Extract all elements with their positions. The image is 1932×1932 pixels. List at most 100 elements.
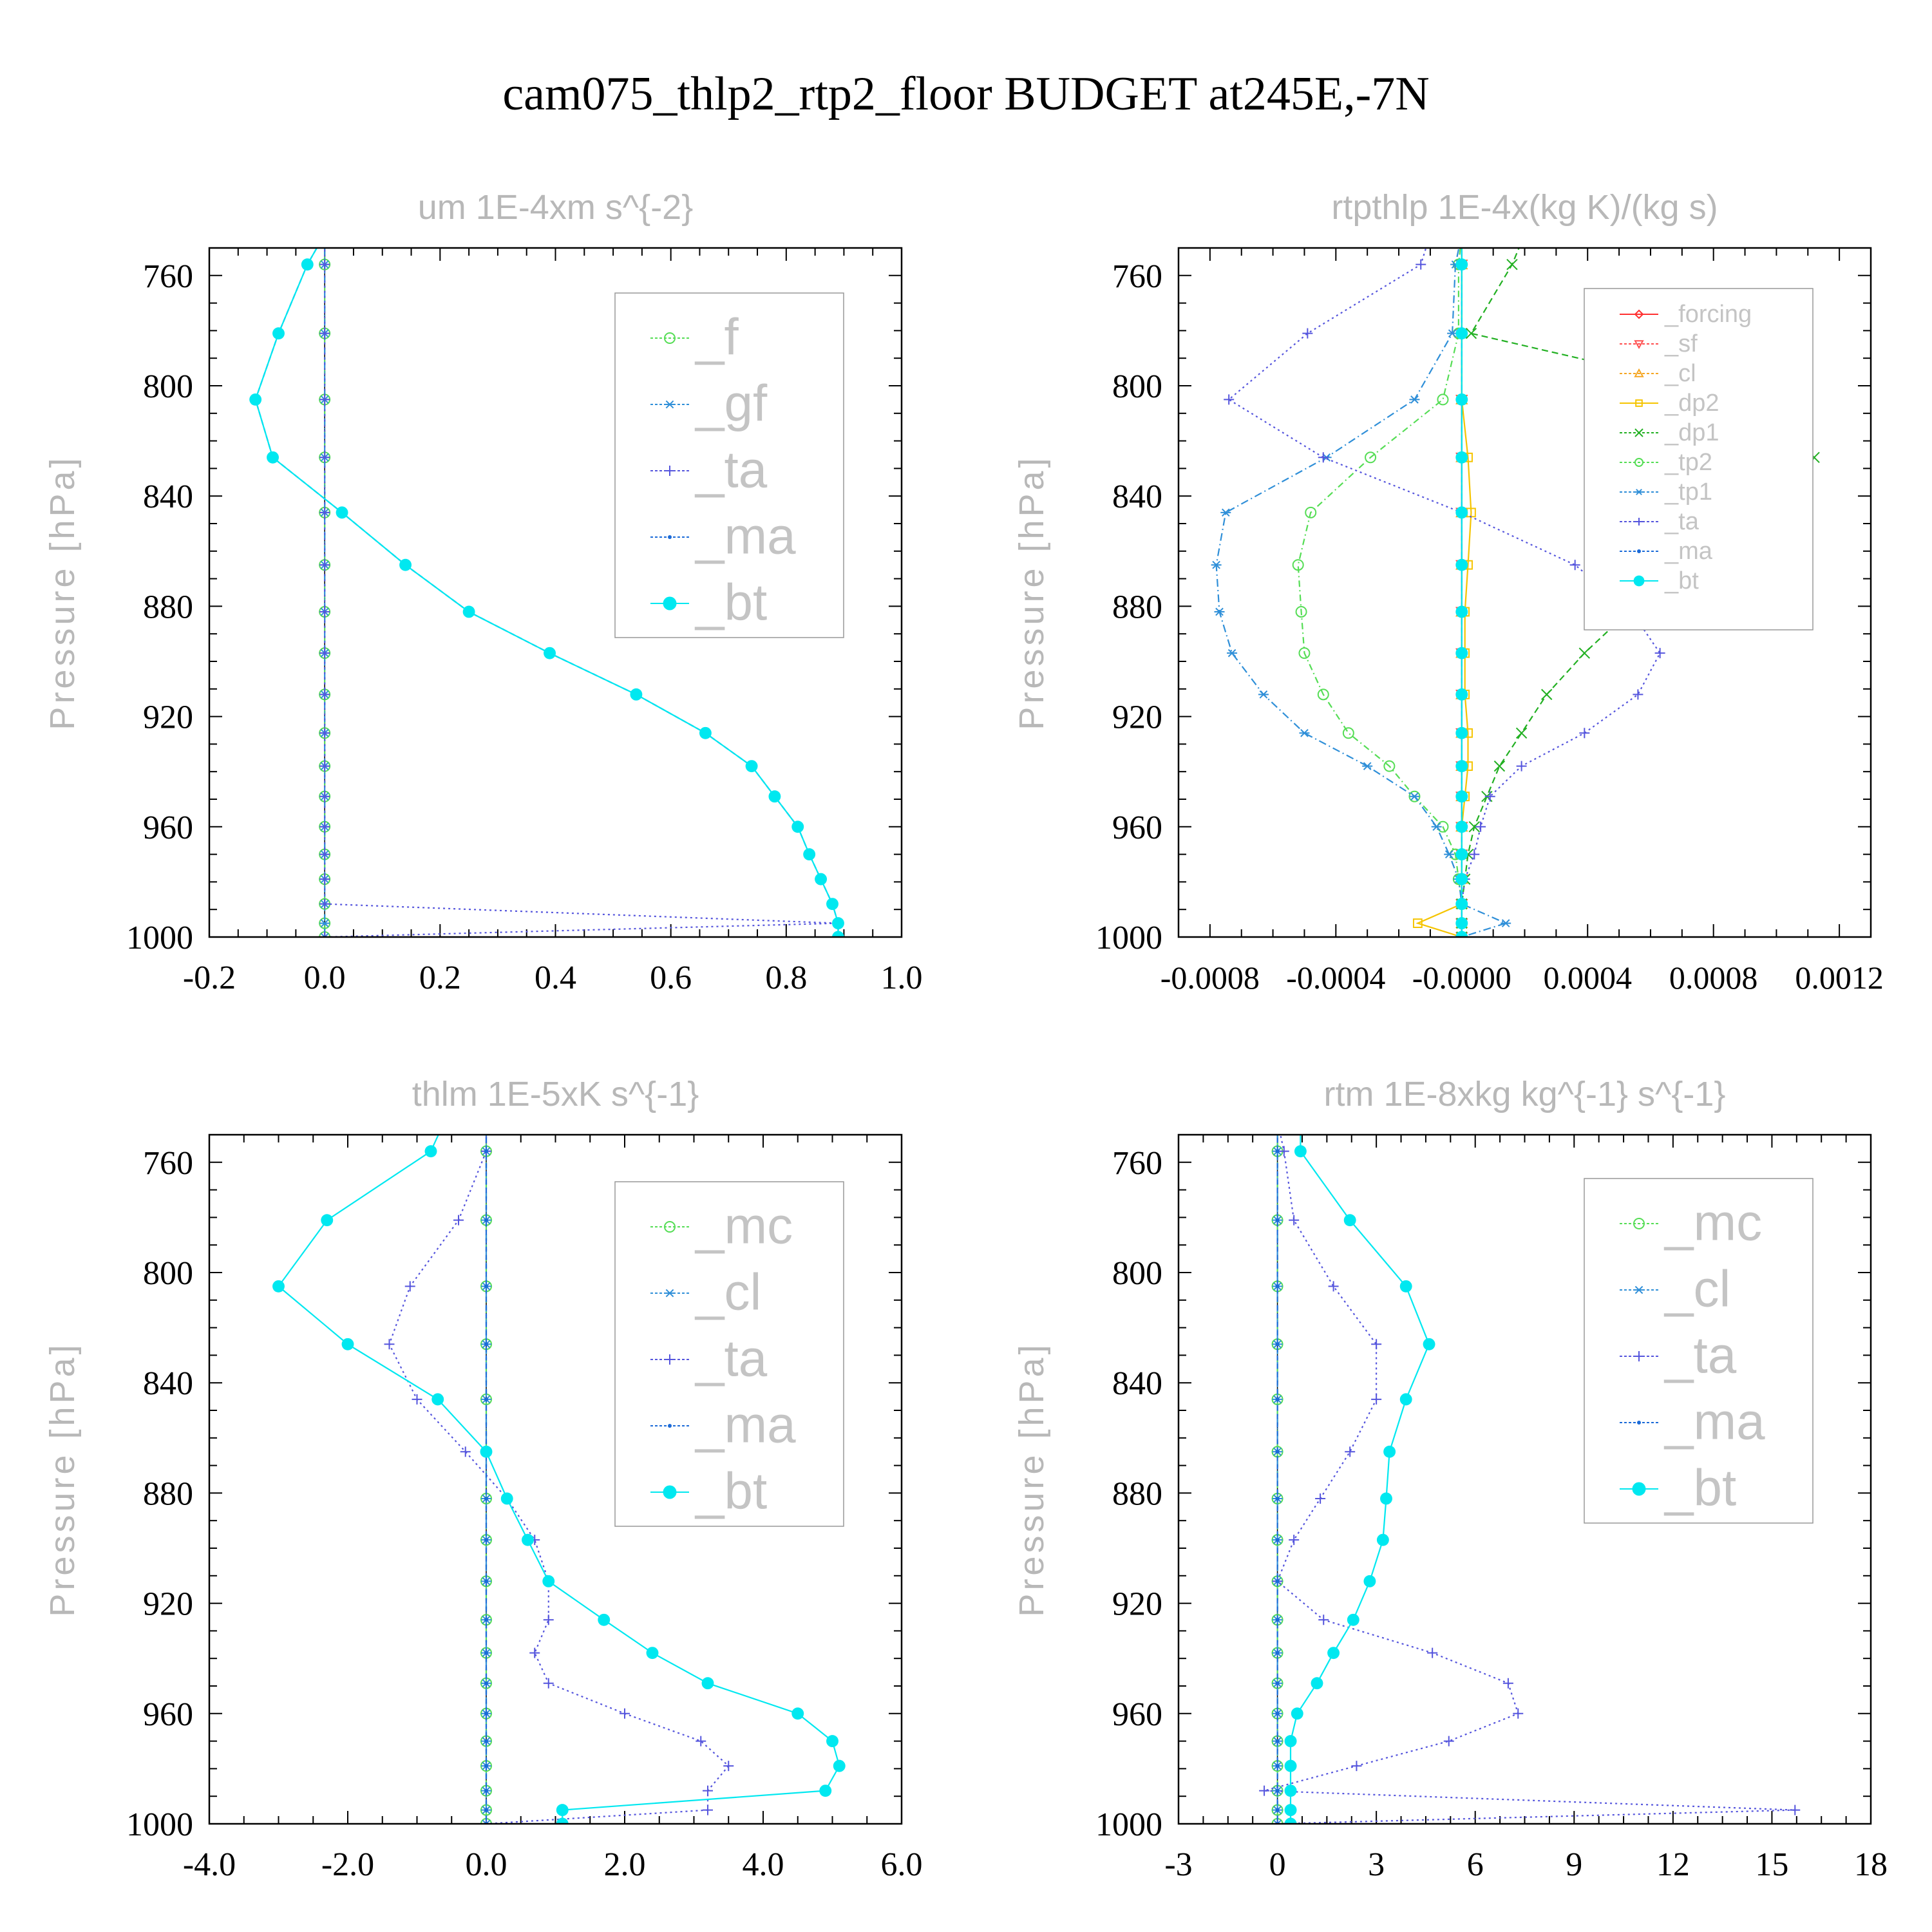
data-point: [1633, 689, 1643, 700]
data-point: [272, 327, 285, 340]
data-point: [1259, 1785, 1270, 1796]
y-tick-label: 800: [1112, 368, 1162, 405]
legend-item: _ma: [1620, 538, 1713, 565]
data-point: [319, 259, 330, 270]
data-point: [791, 1707, 804, 1720]
legend-marker: [1634, 428, 1643, 437]
data-point: [1383, 1445, 1396, 1458]
legend-marker: [1635, 489, 1643, 495]
panel-3: thlm 1E-5xK s^{-1} Pressure [hPa] 760 800 84…: [43, 1075, 923, 1883]
data-point: [1579, 728, 1590, 739]
data-point: [1455, 848, 1468, 861]
legend-label: _ma: [694, 1396, 796, 1454]
legend-marker: [1634, 1285, 1644, 1294]
y-tick-label: 840: [143, 478, 193, 515]
data-point: [1515, 727, 1528, 739]
data-point: [272, 1280, 285, 1293]
data-point: [1347, 1613, 1359, 1626]
plot-area: [272, 1135, 846, 1824]
legend-label: _dp1: [1664, 419, 1719, 446]
data-point: [1513, 1708, 1524, 1719]
legend-label: _f: [694, 308, 739, 366]
series-line: [1289, 1135, 1430, 1824]
legend-marker: [664, 1221, 676, 1233]
series-bt: [1284, 1135, 1435, 1824]
data-point: [826, 1735, 838, 1748]
data-point: [1409, 395, 1420, 404]
data-point: [1284, 1804, 1297, 1817]
data-point: [1484, 791, 1495, 802]
legend-label: _cl: [1663, 1260, 1730, 1318]
data-point: [1455, 873, 1468, 886]
legend-marker: [1634, 1351, 1644, 1361]
y-tick-label: 1000: [1095, 1806, 1162, 1843]
x-tick-label: 0.4: [535, 960, 576, 996]
data-point: [1295, 605, 1307, 618]
legend-box: [614, 292, 844, 638]
legend-marker: [1634, 309, 1644, 319]
y-tick-label: 800: [1112, 1255, 1162, 1292]
data-point: [630, 688, 643, 701]
data-point: [1469, 849, 1480, 860]
data-point: [341, 1338, 354, 1350]
data-point: [399, 558, 412, 571]
data-point: [484, 1496, 488, 1501]
data-point: [1275, 1711, 1280, 1716]
legend-marker: [1634, 458, 1643, 467]
legend-marker: [665, 1354, 675, 1365]
data-point: [1224, 394, 1235, 405]
legend-marker: [1635, 399, 1643, 407]
data-point: [319, 821, 330, 832]
data-point: [620, 1708, 630, 1719]
data-point: [1455, 558, 1468, 571]
data-point: [480, 1445, 493, 1458]
data-point: [484, 1788, 488, 1793]
x-tick-label: 0.6: [650, 960, 692, 996]
legend-item: _ta: [1620, 1327, 1737, 1384]
legend-marker: [1635, 518, 1643, 526]
legend-item: _ma: [1620, 1393, 1765, 1450]
data-point: [1294, 1145, 1307, 1158]
data-point: [544, 647, 556, 659]
data-point: [336, 506, 348, 519]
data-point: [1315, 1493, 1326, 1504]
data-point: [1399, 1280, 1412, 1293]
data-point: [598, 1613, 611, 1626]
data-point: [1423, 1338, 1435, 1350]
data-point: [1275, 1496, 1280, 1501]
figure-title: cam075_thlp2_rtp2_floor BUDGET at245E,-7…: [502, 68, 1429, 120]
y-tick-label: 960: [143, 1696, 193, 1733]
data-point: [484, 1711, 488, 1716]
x-tick-label: 18: [1854, 1846, 1888, 1883]
legend-item: _ma: [650, 1396, 796, 1454]
data-point: [319, 874, 330, 885]
data-point: [319, 728, 330, 739]
x-tick-label: -0.0008: [1160, 960, 1260, 996]
x-tick-label: 0.0004: [1543, 960, 1632, 996]
data-point: [803, 848, 816, 861]
legend-label: _forcing: [1664, 301, 1752, 328]
data-point: [768, 790, 781, 803]
legend-label: _ta: [1663, 1327, 1737, 1384]
legend-item: _cl: [1620, 1260, 1730, 1318]
series-bt: [249, 248, 844, 937]
x-tick-label: 12: [1656, 1846, 1690, 1883]
data-point: [1455, 917, 1468, 930]
data-point: [1227, 649, 1238, 658]
data-point: [1790, 1804, 1801, 1815]
series-ma: [1275, 1135, 1280, 1824]
data-point: [1455, 647, 1468, 659]
data-point: [1371, 1339, 1382, 1350]
data-point: [1455, 898, 1468, 911]
panels-container: um 1E-4xm s^{-2} Pressure [hPa] 760 800 840 8…: [43, 188, 1888, 1883]
legend-label: _cl: [694, 1264, 761, 1321]
x-tick-label: -0.0004: [1286, 960, 1385, 996]
data-point: [703, 1804, 713, 1815]
legend-item: _cl: [1620, 360, 1696, 387]
data-point: [1578, 647, 1591, 659]
y-axis-label: Pressure [hPa]: [1012, 455, 1051, 730]
data-point: [319, 761, 330, 772]
data-point: [833, 1759, 846, 1772]
panel-title: rtpthlp 1E-4x(kg K)/(kg s): [1331, 188, 1718, 227]
